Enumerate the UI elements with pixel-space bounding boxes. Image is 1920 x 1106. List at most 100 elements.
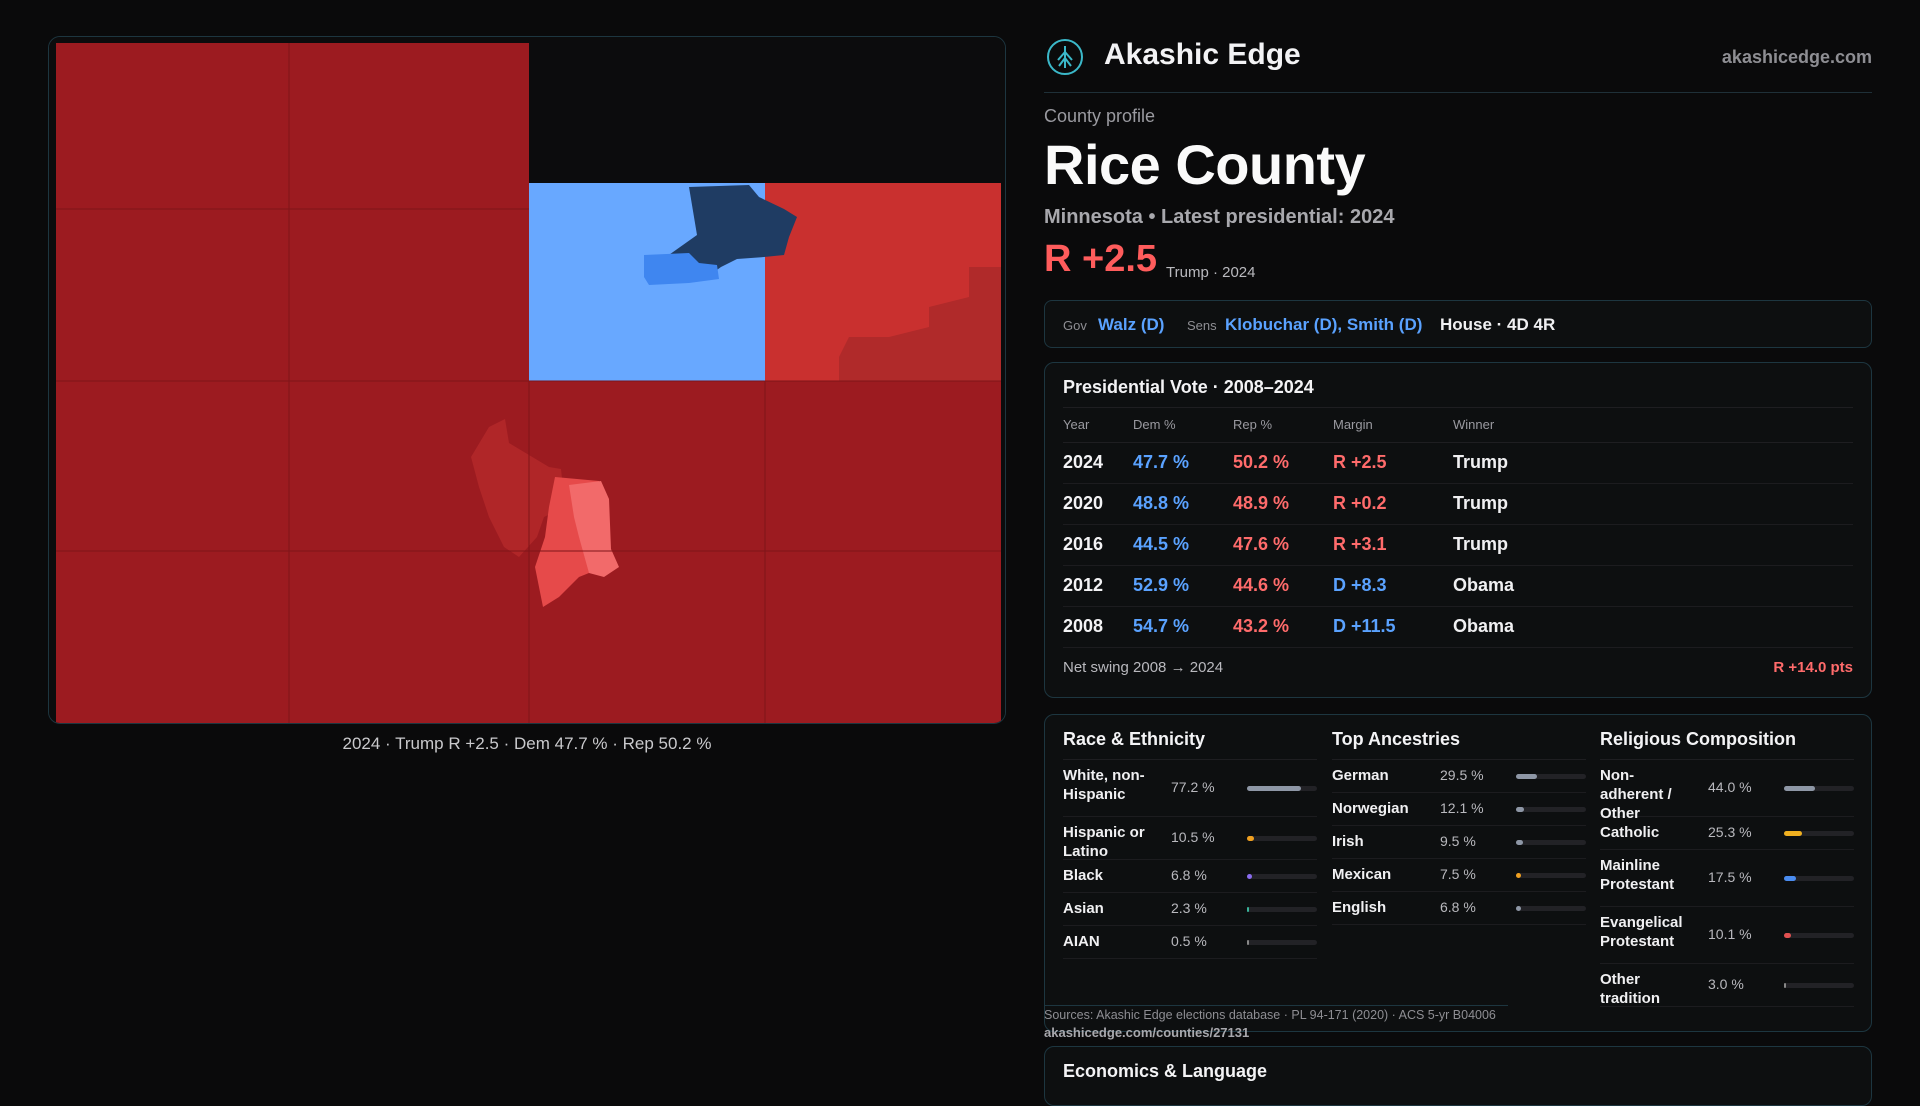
table-row: 2012 52.9 % 44.6 % D +8.3 Obama <box>1063 565 1853 607</box>
list-item: Norwegian 12.1 % <box>1332 793 1586 826</box>
county-map[interactable] <box>48 36 1006 724</box>
list-item: Catholic 25.3 % <box>1600 817 1854 850</box>
bar-track <box>1247 907 1317 912</box>
bar-fill <box>1516 774 1537 779</box>
winner-cell: Trump <box>1453 452 1509 472</box>
economics-card: Economics & Language <box>1044 1046 1872 1106</box>
item-value: 2.3 % <box>1171 900 1207 916</box>
bar-fill <box>1247 836 1255 841</box>
tree-icon <box>1047 39 1083 75</box>
bar-fill <box>1784 831 1802 836</box>
ancestry-column: Top Ancestries German 29.5 % Norwegian 12.1… <box>1332 729 1586 925</box>
bar-track <box>1784 933 1854 938</box>
margin-headline: R +2.5 <box>1044 238 1158 280</box>
margin-cell: D +8.3 <box>1333 575 1387 595</box>
margin-cell: R +0.2 <box>1333 493 1387 513</box>
item-value: 9.5 % <box>1440 833 1476 849</box>
race-column: Race & Ethnicity White, non-Hispanic 77.2… <box>1063 729 1317 959</box>
bar-track <box>1247 786 1317 791</box>
sens-label: Sens <box>1187 318 1217 333</box>
item-value: 0.5 % <box>1171 933 1207 949</box>
table-row: 2020 48.8 % 48.9 % R +0.2 Trump <box>1063 483 1853 525</box>
gov-label: Gov <box>1063 318 1087 333</box>
bar-track <box>1784 786 1854 791</box>
item-value: 10.1 % <box>1708 926 1752 942</box>
item-value: 25.3 % <box>1708 824 1752 840</box>
list-item: Evangelical Protestant 10.1 % <box>1600 907 1854 964</box>
item-value: 3.0 % <box>1708 976 1744 992</box>
list-item: Other tradition 3.0 % <box>1600 964 1854 1007</box>
item-label: Black <box>1063 867 1104 884</box>
item-label: Irish <box>1332 833 1364 850</box>
item-label: English <box>1332 899 1387 916</box>
list-item: Mexican 7.5 % <box>1332 859 1586 892</box>
senators-names[interactable]: Klobuchar (D), Smith (D) <box>1225 315 1423 334</box>
dem-cell: 52.9 % <box>1133 575 1190 595</box>
winner-cell: Obama <box>1453 616 1515 636</box>
item-value: 6.8 % <box>1440 899 1476 915</box>
precinct-northfield-city[interactable] <box>666 185 797 277</box>
swing-value: R +14.0 pts <box>1773 659 1853 676</box>
item-label: White, non-Hispanic <box>1063 767 1145 803</box>
winner-cell: Obama <box>1453 575 1515 595</box>
house-delegation: House · 4D 4R <box>1440 315 1556 334</box>
religion-title: Religious Composition <box>1600 729 1854 760</box>
bar-fill <box>1516 840 1523 845</box>
precinct-west[interactable] <box>56 43 529 723</box>
economics-title: Economics & Language <box>1063 1061 1268 1081</box>
bar-track <box>1247 836 1317 841</box>
precinct-east-edge[interactable] <box>839 267 1001 381</box>
dem-cell: 48.8 % <box>1133 493 1190 513</box>
col-winner: Winner <box>1453 417 1495 432</box>
rep-cell: 47.6 % <box>1233 534 1290 554</box>
rep-cell: 48.9 % <box>1233 493 1290 513</box>
col-margin: Margin <box>1333 417 1373 432</box>
list-item: German 29.5 % <box>1332 760 1586 793</box>
bar-track <box>1516 840 1586 845</box>
precinct-faribault-west[interactable] <box>471 419 565 557</box>
bar-fill <box>1516 873 1522 878</box>
winner-cell: Trump <box>1453 493 1509 513</box>
ancestry-title: Top Ancestries <box>1332 729 1586 760</box>
precinct-faribault-east[interactable] <box>569 481 619 577</box>
dem-cell: 44.5 % <box>1133 534 1190 554</box>
item-value: 12.1 % <box>1440 800 1484 816</box>
precinct-dundas[interactable] <box>644 253 719 285</box>
item-label: German <box>1332 767 1389 784</box>
item-label: Non-adherent / Other <box>1600 767 1672 822</box>
item-label: Mexican <box>1332 866 1392 883</box>
bar-track <box>1516 807 1586 812</box>
bar-fill <box>1247 907 1249 912</box>
item-label: Other tradition <box>1600 971 1660 1007</box>
item-value: 17.5 % <box>1708 869 1752 885</box>
swing-label: Net swing 2008 → 2024 <box>1063 659 1224 676</box>
list-item: Black 6.8 % <box>1063 860 1317 893</box>
brand-url-link[interactable]: akashicedge.com <box>1721 47 1872 67</box>
governor-name[interactable]: Walz (D) <box>1098 315 1165 334</box>
item-label: Asian <box>1063 900 1104 917</box>
list-item: Mainline Protestant 17.5 % <box>1600 850 1854 907</box>
table-row: 2024 47.7 % 50.2 % R +2.5 Trump <box>1063 442 1853 484</box>
source-url-link[interactable]: akashicedge.com/counties/27131 <box>1044 1025 1250 1040</box>
item-value: 7.5 % <box>1440 866 1476 882</box>
race-title: Race & Ethnicity <box>1063 729 1317 760</box>
item-label: Evangelical Protestant <box>1600 914 1683 950</box>
page-subtitle: Minnesota • Latest presidential: 2024 <box>1044 206 1395 228</box>
bar-track <box>1516 906 1586 911</box>
bar-track <box>1247 940 1317 945</box>
brand-header: Akashic Edge akashicedge.com <box>1044 34 1872 93</box>
margin-cell: R +2.5 <box>1333 452 1387 472</box>
table-row: 2008 54.7 % 43.2 % D +11.5 Obama <box>1063 606 1853 648</box>
list-item: Non-adherent / Other 44.0 % <box>1600 760 1854 822</box>
col-rep: Rep % <box>1233 417 1273 432</box>
table-row: 2016 44.5 % 47.6 % R +3.1 Trump <box>1063 524 1853 566</box>
bar-fill <box>1784 876 1797 881</box>
bar-fill <box>1784 983 1787 988</box>
precinct-south-east[interactable] <box>769 381 1001 723</box>
margin-cell: R +3.1 <box>1333 534 1387 554</box>
item-label: Norwegian <box>1332 800 1409 817</box>
bar-fill <box>1784 786 1815 791</box>
bar-track <box>1784 831 1854 836</box>
item-value: 77.2 % <box>1171 779 1215 795</box>
precinct-map-svg <box>49 37 1005 723</box>
